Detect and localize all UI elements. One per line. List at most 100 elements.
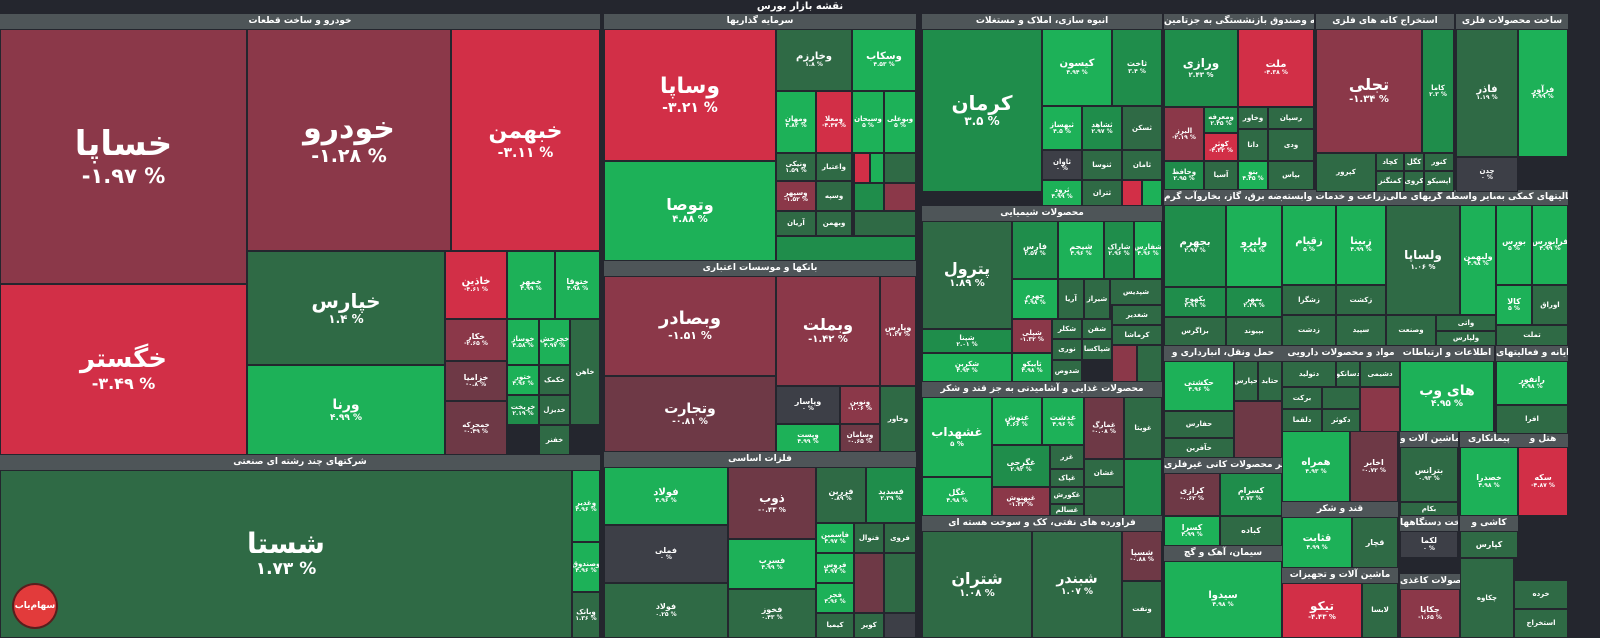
stock-tile[interactable]: وبملت -۱.۴۲ % <box>776 276 880 386</box>
stock-tile[interactable]: خمهر ۴.۹۹ % <box>507 251 555 319</box>
stock-tile[interactable]: ومعرفه ۲.۴۵ % <box>1204 107 1238 133</box>
stock-tile[interactable]: حتاید <box>1258 361 1282 401</box>
stock-tile[interactable]: جهرم ۴.۹۸ % <box>1012 279 1058 319</box>
stock-tile[interactable]: شپنا ۲.۰۱ % <box>922 329 1012 353</box>
stock-tile[interactable]: ثتران <box>1082 180 1122 206</box>
stock-tile[interactable]: دکوثر <box>1322 409 1360 432</box>
stock-tile[interactable]: خچرخش ۴.۹۷ % <box>539 319 570 365</box>
stock-tile[interactable]: غگل ۴.۹۸ % <box>922 477 992 516</box>
stock-tile[interactable]: غپاک <box>1050 469 1084 487</box>
stock-tile[interactable]: ونوین -۱.۰۶ % <box>840 386 880 424</box>
stock-tile[interactable]: کسرام ۳.۷۳ % <box>1220 473 1282 516</box>
stock-tile[interactable]: کرازی -۰.۶۲ % <box>1164 473 1220 516</box>
treemap-minor-tile[interactable] <box>884 183 916 211</box>
stock-tile[interactable]: وحافظ ۲.۹۵ % <box>1164 161 1204 190</box>
stock-tile[interactable]: ولپارس <box>1436 331 1496 346</box>
stock-tile[interactable]: ثنوسا <box>1082 150 1122 180</box>
stock-tile[interactable]: خودرو -۱.۲۸ % <box>247 29 451 251</box>
stock-tile[interactable]: قچار <box>1352 517 1398 568</box>
stock-tile[interactable]: فملی ۰ % <box>604 525 728 583</box>
stock-tile[interactable]: شفارس ۴.۹۶ % <box>1134 221 1162 279</box>
stock-tile[interactable]: خرده <box>1514 580 1568 609</box>
stock-tile[interactable]: حآفرین <box>1164 438 1234 458</box>
stock-tile[interactable]: کگل <box>1404 153 1424 171</box>
treemap-minor-tile[interactable] <box>854 153 870 183</box>
stock-tile[interactable]: غزر <box>1050 445 1084 469</box>
stock-tile[interactable]: کمنگنز <box>1376 171 1404 192</box>
stock-tile[interactable]: سپید <box>1336 315 1386 346</box>
stock-tile[interactable]: وبانک ۱.۳۶ % <box>572 592 600 638</box>
stock-tile[interactable]: فولاد ۴.۹۶ % <box>604 467 728 525</box>
stock-tile[interactable]: فزرین ۰.۸۹ % <box>816 467 866 523</box>
stock-tile[interactable]: شپدیس <box>1110 279 1162 305</box>
stock-tile[interactable]: وخارزم ۱.۸ % <box>776 29 852 91</box>
stock-tile[interactable]: البرز -۲.۱۹ % <box>1164 107 1204 161</box>
stock-tile[interactable]: چکاوه <box>1460 558 1514 638</box>
treemap-minor-tile[interactable] <box>776 236 916 261</box>
stock-tile[interactable]: غگرجی ۲.۹۲ % <box>992 445 1050 487</box>
stock-tile[interactable]: غدشت ۴.۹۶ % <box>1042 397 1084 445</box>
stock-tile[interactable]: شتران ۱.۰۸ % <box>922 531 1032 638</box>
stock-tile[interactable]: شیراز <box>1084 279 1110 319</box>
stock-tile[interactable]: فرابورس ۴.۹۹ % <box>1532 205 1568 285</box>
stock-tile[interactable]: ولیرو ۴.۹۸ % <box>1226 205 1282 287</box>
treemap-minor-tile[interactable] <box>1234 401 1282 458</box>
stock-tile[interactable]: ختور ۴.۹۶ % <box>507 365 539 395</box>
stock-tile[interactable]: وپاسار ۰ % <box>776 386 840 424</box>
stock-tile[interactable]: بمهر ۲.۳۹ % <box>1226 287 1282 317</box>
stock-tile[interactable]: فسرب ۴.۹۹ % <box>728 539 816 589</box>
stock-tile[interactable]: دشیمی <box>1360 361 1400 387</box>
stock-tile[interactable]: بپاس <box>1268 161 1314 190</box>
stock-tile[interactable]: خریخت ۲.۱۹ % <box>507 395 539 425</box>
stock-tile[interactable]: شاراک ۲.۹۶ % <box>1104 221 1134 279</box>
stock-tile[interactable]: لابسا <box>1362 583 1398 638</box>
treemap-minor-tile[interactable] <box>884 553 916 613</box>
stock-tile[interactable]: فجر ۴.۹۶ % <box>816 583 854 613</box>
stock-tile[interactable]: آریا <box>1058 279 1084 319</box>
stock-tile[interactable]: خفنر <box>539 425 570 455</box>
stock-tile[interactable]: زقیام ۵ % <box>1282 205 1336 285</box>
stock-tile[interactable]: واعتبار <box>816 153 852 181</box>
stock-tile[interactable]: وخاور <box>880 386 916 452</box>
stock-tile[interactable]: بنو ۴.۴۵ % <box>1238 161 1268 190</box>
stock-tile[interactable]: فنوال <box>854 523 884 553</box>
treemap-minor-tile[interactable] <box>854 553 884 613</box>
stock-tile[interactable]: غمارگ -۰.۰۸ % <box>1084 397 1124 459</box>
stock-tile[interactable]: وپارس -۱.۲۷ % <box>880 276 916 386</box>
stock-tile[interactable]: خمحرکه -۰.۴۹ % <box>445 401 507 455</box>
stock-tile[interactable]: ودی <box>1268 129 1314 161</box>
treemap-minor-tile[interactable] <box>854 211 916 236</box>
stock-tile[interactable]: کالا ۵ % <box>1496 285 1532 325</box>
stock-tile[interactable]: غویتا <box>1124 397 1162 459</box>
stock-tile[interactable]: شفن <box>1082 319 1112 339</box>
stock-tile[interactable]: آریان <box>776 211 816 236</box>
treemap-minor-tile[interactable] <box>1360 387 1400 432</box>
stock-tile[interactable]: شپاکسا <box>1082 339 1112 360</box>
stock-tile[interactable]: ثرود ۴.۹۹ % <box>1042 180 1082 206</box>
treemap-minor-tile[interactable] <box>870 153 884 183</box>
stock-tile[interactable]: افرا <box>1496 405 1568 434</box>
treemap-minor-tile[interactable] <box>1112 345 1137 382</box>
stock-tile[interactable]: نوری <box>1052 339 1082 360</box>
stock-tile[interactable]: زدشت <box>1282 315 1336 346</box>
stock-tile[interactable]: کپرور <box>1316 153 1376 192</box>
stock-tile[interactable]: کسرا ۴.۹۹ % <box>1164 516 1220 546</box>
stock-tile[interactable]: شسپا -۰.۸۸ % <box>1122 531 1162 581</box>
stock-tile[interactable]: حفارس <box>1164 411 1234 438</box>
stock-tile[interactable]: های وب ۴.۹۵ % <box>1400 361 1494 432</box>
stock-tile[interactable]: زشگزا <box>1282 285 1336 315</box>
stock-tile[interactable]: شبندر ۱.۰۷ % <box>1032 531 1122 638</box>
stock-tile[interactable]: آسیا <box>1204 161 1238 190</box>
stock-tile[interactable]: فولاد ۰.۲۵ % <box>604 583 728 638</box>
stock-tile[interactable]: شکربن ۴.۹۴ % <box>922 353 1012 382</box>
treemap-minor-tile[interactable] <box>854 183 884 211</box>
stock-tile[interactable]: بکهوج ۳.۹۱ % <box>1164 287 1226 317</box>
stock-tile[interactable]: دتولید <box>1282 361 1336 387</box>
stock-tile[interactable]: استخراج <box>1514 609 1568 638</box>
stock-tile[interactable]: لکما ۰ % <box>1400 531 1458 558</box>
stock-tile[interactable]: شیجم ۴.۹۶ % <box>1058 221 1104 279</box>
stock-tile[interactable]: اپسیکو <box>1424 171 1454 192</box>
stock-tile[interactable]: بجهرم ۲.۹۷ % <box>1164 205 1226 287</box>
stock-tile[interactable]: وصنعت <box>1386 315 1436 346</box>
stock-tile[interactable]: ثسکن <box>1122 106 1162 150</box>
